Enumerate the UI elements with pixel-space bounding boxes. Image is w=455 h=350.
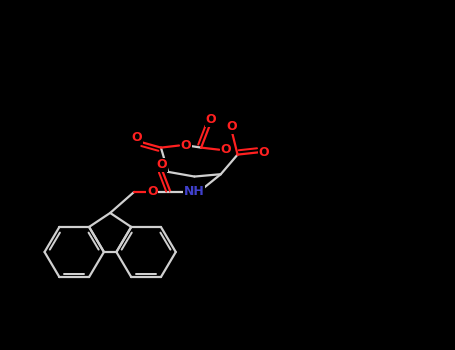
Text: O: O [181,139,191,152]
Text: NH: NH [184,186,205,198]
Text: O: O [221,144,232,156]
Text: O: O [227,120,237,133]
Text: O: O [205,113,216,126]
Text: O: O [258,146,269,159]
Text: O: O [147,186,157,198]
Text: O: O [157,159,167,172]
Text: O: O [131,131,142,144]
